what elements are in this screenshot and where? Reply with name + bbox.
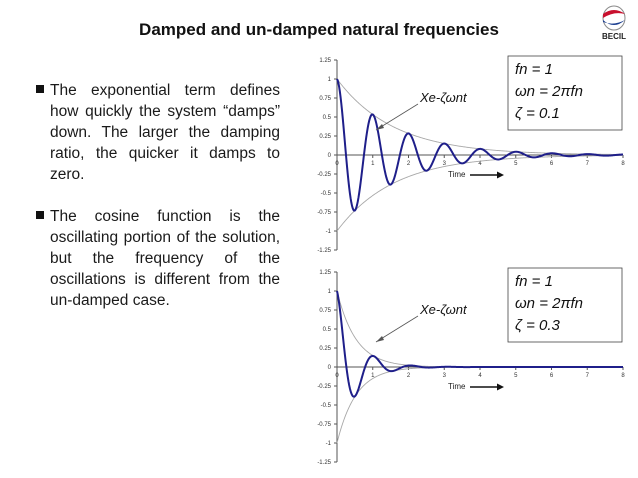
param-label: fn = 1: [515, 61, 553, 78]
y-tick-label: -0.5: [321, 403, 332, 409]
time-label: Time: [448, 382, 466, 391]
y-tick-label: -0.75: [317, 210, 331, 216]
y-tick-label: 1: [328, 77, 332, 83]
y-tick-label: -0.25: [317, 172, 331, 178]
x-tick-label: 5: [514, 161, 518, 167]
x-tick-label: 3: [443, 161, 447, 167]
x-tick-label: 7: [586, 373, 590, 379]
bullet-text: The cosine function is the oscillating p…: [50, 208, 280, 309]
bullet-item: The cosine function is the oscillating p…: [36, 206, 280, 311]
y-tick-label: -1: [326, 229, 332, 235]
x-tick-label: 1: [371, 161, 375, 167]
y-tick-label: 0.5: [323, 115, 332, 121]
response-line: [336, 290, 623, 398]
y-tick-label: 0.75: [319, 96, 331, 102]
x-tick-label: 6: [550, 373, 554, 379]
x-tick-label: 8: [621, 161, 625, 167]
y-tick-label: 0.5: [323, 327, 332, 333]
envelope-arrowhead-icon: [376, 336, 384, 342]
x-tick-label: 4: [478, 161, 482, 167]
envelope-label: Xe-ζωnt: [419, 302, 468, 317]
param-label: ζ = 0.1: [515, 105, 560, 122]
envelope-arrow-line: [375, 315, 419, 343]
becil-logo: BECIL: [602, 5, 626, 41]
x-tick-label: 0: [335, 161, 339, 167]
param-label: ζ = 0.3: [515, 317, 561, 334]
x-tick-label: 2: [407, 161, 411, 167]
bullet-item: The exponential term defines how quickly…: [36, 80, 280, 185]
x-tick-label: 8: [621, 373, 625, 379]
x-tick-label: 2: [407, 373, 411, 379]
y-tick-label: 1.25: [319, 270, 331, 276]
x-tick-label: 5: [514, 373, 518, 379]
y-tick-label: -1.25: [317, 460, 331, 466]
bullet-square-icon: [36, 211, 44, 219]
envelope-arrow-line: [375, 103, 419, 131]
envelope-arrowhead-icon: [376, 124, 384, 130]
envelope-label: Xe-ζωnt: [419, 90, 468, 105]
y-tick-label: 1: [328, 289, 332, 295]
bullet-square-icon: [36, 85, 44, 93]
y-tick-label: -1.25: [317, 248, 331, 254]
param-label: fn = 1: [515, 273, 553, 290]
y-tick-label: 0: [328, 365, 332, 371]
bullet-text: The exponential term defines how quickly…: [50, 82, 280, 183]
logo-globe-icon: [602, 5, 626, 31]
bullet-list: The exponential term defines how quickly…: [36, 80, 280, 332]
x-tick-label: 0: [335, 373, 339, 379]
slide-title: Damped and un-damped natural frequencies: [139, 20, 499, 39]
params-box: [507, 267, 623, 343]
y-tick-label: 0.75: [319, 308, 331, 314]
y-tick-label: 0.25: [319, 134, 331, 140]
logo-text: BECIL: [602, 32, 626, 41]
logo-swoosh-blue-icon: [603, 20, 625, 25]
params-box: [507, 55, 623, 131]
y-tick-label: -0.25: [317, 384, 331, 390]
param-label: ωn = 2πfn: [515, 295, 583, 312]
chart-damping-0-1: 1.25 1 0.75 0.5 0.25 0 -0.25 -0.5 -0.75 -1 -1.25 0 1…: [317, 55, 625, 254]
chart-damping-0-3: 1.25 1 0.75 0.5 0.25 0 -0.25 -0.5 -0.75 -1 -1.25 0 1…: [317, 267, 625, 466]
x-tick-label: 7: [586, 161, 590, 167]
x-tick-label: 6: [550, 161, 554, 167]
y-tick-label: 0.25: [319, 346, 331, 352]
response-line: [336, 78, 624, 212]
logo-swoosh-red-icon: [603, 10, 625, 18]
time-arrowhead-icon: [497, 383, 504, 391]
x-tick-label: 3: [443, 373, 447, 379]
param-label: ωn = 2πfn: [515, 83, 583, 100]
y-tick-label: 0: [328, 153, 332, 159]
time-label: Time: [448, 170, 466, 179]
y-tick-label: -0.5: [321, 191, 332, 197]
time-arrowhead-icon: [497, 171, 504, 179]
x-tick-label: 4: [478, 373, 482, 379]
y-tick-label: -1: [326, 441, 332, 447]
x-tick-label: 1: [371, 373, 375, 379]
y-tick-label: -0.75: [317, 422, 331, 428]
y-tick-label: 1.25: [319, 58, 331, 64]
